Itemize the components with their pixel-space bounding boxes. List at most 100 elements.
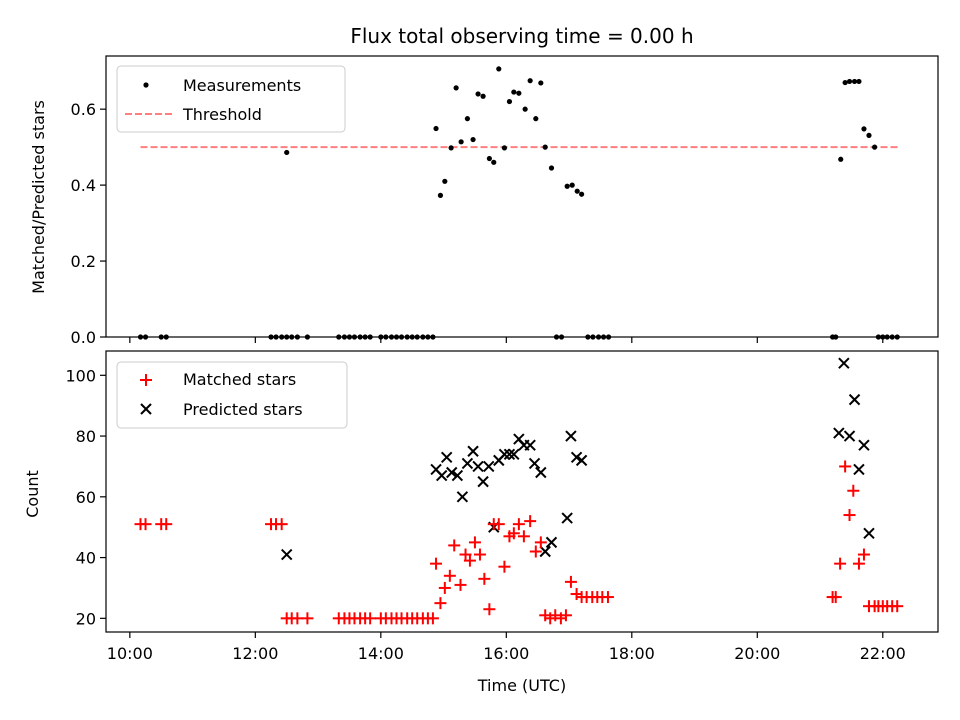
measurement-point [522, 106, 528, 112]
matched-stars-point [463, 554, 476, 567]
predicted-stars-point [472, 460, 484, 473]
measurement-point [486, 155, 492, 162]
measurement-point [442, 178, 448, 184]
bottom-legend-box [116, 361, 348, 429]
bottom-y-axis-label: Count [23, 470, 42, 518]
predicted-stars-point [833, 427, 845, 439]
matched-stars-point [426, 612, 439, 625]
predicted-stars-point [451, 469, 464, 482]
matched-stars-point [438, 581, 451, 594]
matched-stars-point [459, 548, 472, 561]
matched-stars-point [852, 557, 865, 570]
top-y-tick-label: 0.4 [71, 176, 96, 195]
measurement-point [856, 78, 862, 85]
predicted-stars-point [575, 454, 588, 467]
matched-stars-point [512, 518, 525, 531]
matched-stars-point [468, 536, 481, 549]
bottom-y-tick-label: 40 [76, 549, 96, 568]
bottom-x-tick-label: 22:00 [860, 644, 906, 663]
bottom-x-tick-label: 10:00 [107, 644, 153, 663]
measurement-point [458, 139, 464, 145]
matched-stars-point [564, 575, 577, 588]
matched-stars-point [483, 603, 496, 616]
matched-stars-point [160, 518, 173, 531]
predicted-stars-point [483, 460, 495, 473]
matched-stars-point [834, 557, 847, 570]
matched-stars-point [847, 484, 860, 497]
matched-stars-point [364, 612, 377, 625]
top-legend-box [116, 65, 346, 133]
measurement-point [470, 136, 476, 143]
matched-stars-point [534, 536, 547, 549]
matched-stars-point [291, 612, 304, 625]
bottom-y-tick-label: 100 [65, 366, 96, 385]
legend-matched-label: Matched stars [183, 370, 296, 389]
matched-stars-point [139, 518, 152, 531]
x-axis-label: Time (UTC) [477, 676, 566, 695]
measurement-point [453, 85, 459, 91]
measurement-point [501, 145, 508, 151]
predicted-stars-point [528, 457, 541, 470]
measurement-point [569, 182, 575, 188]
top-y-tick-label: 0.2 [71, 252, 96, 271]
matched-stars-point [478, 572, 491, 585]
predicted-stars-point [863, 527, 875, 539]
top-x-ticks [129, 337, 884, 343]
top-y-ticks: 0.0 0.2 0.4 0.6 [71, 100, 106, 347]
legend-measurements-marker [143, 82, 149, 88]
measurement-point [851, 78, 858, 85]
matched-stars-point [601, 591, 614, 604]
bottom-y-tick-label: 20 [76, 609, 96, 628]
predicted-stars-point [498, 448, 511, 460]
matched-stars-points [134, 460, 904, 625]
top-legend: Measurements Threshold [116, 65, 346, 133]
predicted-stars-point [440, 451, 453, 464]
bottom-plot-frame [105, 350, 939, 633]
predicted-stars-point [561, 512, 573, 524]
bottom-legend: Matched stars Predicted stars [116, 361, 348, 429]
predicted-stars-point [280, 548, 293, 561]
predicted-stars-point [435, 469, 448, 482]
measurement-point [842, 79, 848, 86]
measurement-point [542, 144, 548, 150]
legend-predicted-marker [140, 403, 152, 415]
top-y-tick-label: 0.6 [71, 100, 96, 119]
matched-stars-point [448, 539, 461, 552]
predicted-stars-point [477, 475, 489, 488]
predicted-stars-point [853, 463, 865, 476]
matched-stars-point [443, 569, 456, 582]
matched-stars-point [843, 509, 856, 522]
matched-stars-point [473, 548, 486, 561]
measurement-point [448, 145, 454, 151]
matched-stars-point [492, 518, 505, 531]
measurement-point [284, 149, 290, 156]
predicted-stars-point [467, 445, 479, 457]
measurement-point [866, 132, 872, 138]
predicted-stars-point [503, 448, 516, 460]
matched-stars-point [529, 545, 542, 558]
bottom-y-ticks: 20 40 60 80 100 [65, 366, 106, 628]
matched-stars-point [275, 518, 288, 531]
measurement-point [433, 125, 439, 132]
predicted-stars-point [535, 466, 547, 479]
measurement-point [506, 98, 513, 105]
bottom-x-tick-label: 16:00 [483, 644, 529, 663]
measurement-point [480, 93, 486, 99]
matched-stars-point [498, 560, 511, 573]
measurement-point [838, 156, 844, 162]
predicted-stars-points [280, 357, 875, 561]
bottom-x-tick-label: 20:00 [734, 644, 780, 663]
bottom-x-tick-label: 18:00 [609, 644, 655, 663]
matched-stars-point [434, 597, 447, 610]
bottom-x-tick-label: 12:00 [232, 644, 278, 663]
measurement-point [475, 91, 481, 97]
bottom-panel: 20 40 60 80 100 10:00 12:00 14:00 16:00 18:00 20:… [23, 350, 939, 695]
predicted-stars-point [446, 466, 458, 479]
predicted-stars-point [456, 491, 469, 503]
measurement-point [538, 80, 544, 86]
predicted-stars-point [848, 393, 861, 406]
chart-title: Flux total observing time = 0.00 h [350, 24, 693, 48]
matched-stars-point [524, 515, 537, 528]
measurement-point [533, 116, 539, 122]
